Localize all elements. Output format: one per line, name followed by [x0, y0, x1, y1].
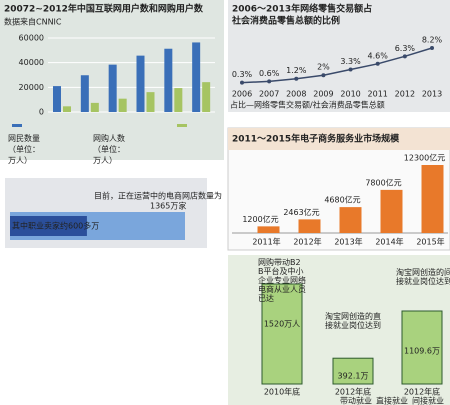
bar — [80, 75, 89, 112]
bar — [401, 310, 443, 385]
panel-header — [228, 128, 450, 150]
legend-label: 间接就业 — [412, 396, 444, 405]
value-label: 4.6% — [368, 51, 389, 60]
caption: 占比—网络零售交易额/社会消费品零售总额 — [230, 100, 385, 110]
bar — [118, 98, 127, 112]
value-label: 6.3% — [395, 44, 416, 53]
chart-title: 社会消费品零售总额的比例 — [231, 15, 340, 27]
x-tick-label: 2013年 — [334, 237, 362, 247]
x-tick-label: 2013 — [422, 90, 442, 99]
bar — [53, 86, 61, 112]
legend-label: 网民数量（单位：万人） — [8, 133, 40, 165]
legend-swatch — [12, 124, 22, 127]
value-label: 1.2% — [286, 66, 307, 75]
value-label: 2463亿元 — [283, 207, 319, 217]
bar — [10, 216, 87, 236]
x-tick-label: 2011年 — [252, 237, 280, 247]
bar — [63, 106, 71, 112]
annotation: 淘宝网创造的直接就业岗位达到 — [325, 311, 381, 330]
panel-bg — [228, 0, 450, 112]
bar — [332, 357, 374, 385]
legend-label: 带动就业 — [340, 396, 372, 405]
x-tick-label: 2011 — [368, 90, 388, 99]
line — [241, 47, 433, 84]
value-label: 1520万人 — [264, 320, 300, 329]
y-tick-label: 60000 — [19, 34, 44, 43]
legend-swatch — [177, 124, 187, 127]
value-label: 7800亿元 — [365, 177, 401, 187]
point — [240, 80, 244, 85]
value-label: 4680亿元 — [324, 195, 360, 205]
legend-label: 网购人数（单位：万人） — [93, 133, 125, 165]
y-tick-label: 20000 — [19, 83, 44, 92]
x-tick-label: 2012年底 — [335, 387, 371, 397]
subtitle: 数据来自CNNIC — [4, 17, 62, 27]
bar — [164, 48, 173, 112]
x-tick-label: 2010 — [340, 90, 360, 99]
annotation: 目前，正在运营中的电商网店数量为 — [94, 191, 222, 201]
bar — [261, 283, 303, 385]
annotation: 网购带动B2 B平台及中小企业专业网络电商从业人员已达 — [258, 257, 306, 303]
point — [430, 46, 434, 50]
chart-title: 20072~2012年中国互联网用户数和网购用户数 — [4, 3, 204, 15]
bar — [108, 64, 117, 112]
bar — [90, 102, 99, 112]
bar — [339, 207, 362, 233]
point — [375, 61, 380, 66]
point — [402, 54, 407, 59]
x-tick-label: 2010年底 — [264, 387, 300, 397]
x-tick-label: 2006 — [232, 90, 252, 99]
legend-label: 直接就业 — [376, 396, 408, 405]
value-label: 12300亿元 — [404, 153, 445, 163]
bar — [202, 82, 211, 112]
x-tick-label: 2008 — [286, 90, 306, 99]
point — [294, 76, 299, 81]
x-tick-label: 2014年 — [375, 237, 403, 247]
bar — [192, 42, 201, 112]
value-label: 0.6% — [259, 69, 280, 78]
y-tick-label: 40000 — [19, 58, 44, 67]
chart-title: 2006～2013年网络零售交易额占 — [232, 3, 372, 15]
x-tick-label: 2012年 — [293, 237, 321, 247]
bar — [174, 88, 183, 112]
value-label: 392.1万 — [338, 372, 369, 381]
bar — [257, 226, 280, 233]
x-tick-label: 2009 — [313, 90, 333, 99]
bar — [146, 92, 155, 112]
bar — [298, 219, 321, 233]
value-label: 1200亿元 — [242, 214, 278, 224]
value-label: 8.2% — [422, 36, 443, 45]
y-tick-label: 0 — [39, 108, 44, 117]
value-label: 1109.6万 — [404, 347, 440, 356]
point — [348, 67, 353, 72]
value-label: 0.3% — [232, 70, 253, 79]
x-tick-label: 2012 — [395, 90, 415, 99]
point — [267, 79, 272, 84]
bar — [136, 55, 145, 112]
x-tick-label: 2015年 — [416, 237, 444, 247]
annotation: 淘宝网创造的间接就业岗位达到 — [396, 267, 450, 286]
chart-title: 2011～2015年电子商务服务业市场规模 — [232, 133, 400, 145]
value-label: 1365万家 — [150, 201, 186, 211]
x-tick-label: 2012年底 — [404, 387, 440, 397]
value-label: 2% — [317, 63, 330, 72]
bar — [421, 165, 444, 233]
point — [321, 73, 326, 78]
bar — [380, 189, 403, 233]
bar-label: 其中职业卖家约600多万 — [12, 221, 99, 231]
x-tick-label: 2007 — [259, 90, 279, 99]
value-label: 3.3% — [340, 57, 361, 66]
